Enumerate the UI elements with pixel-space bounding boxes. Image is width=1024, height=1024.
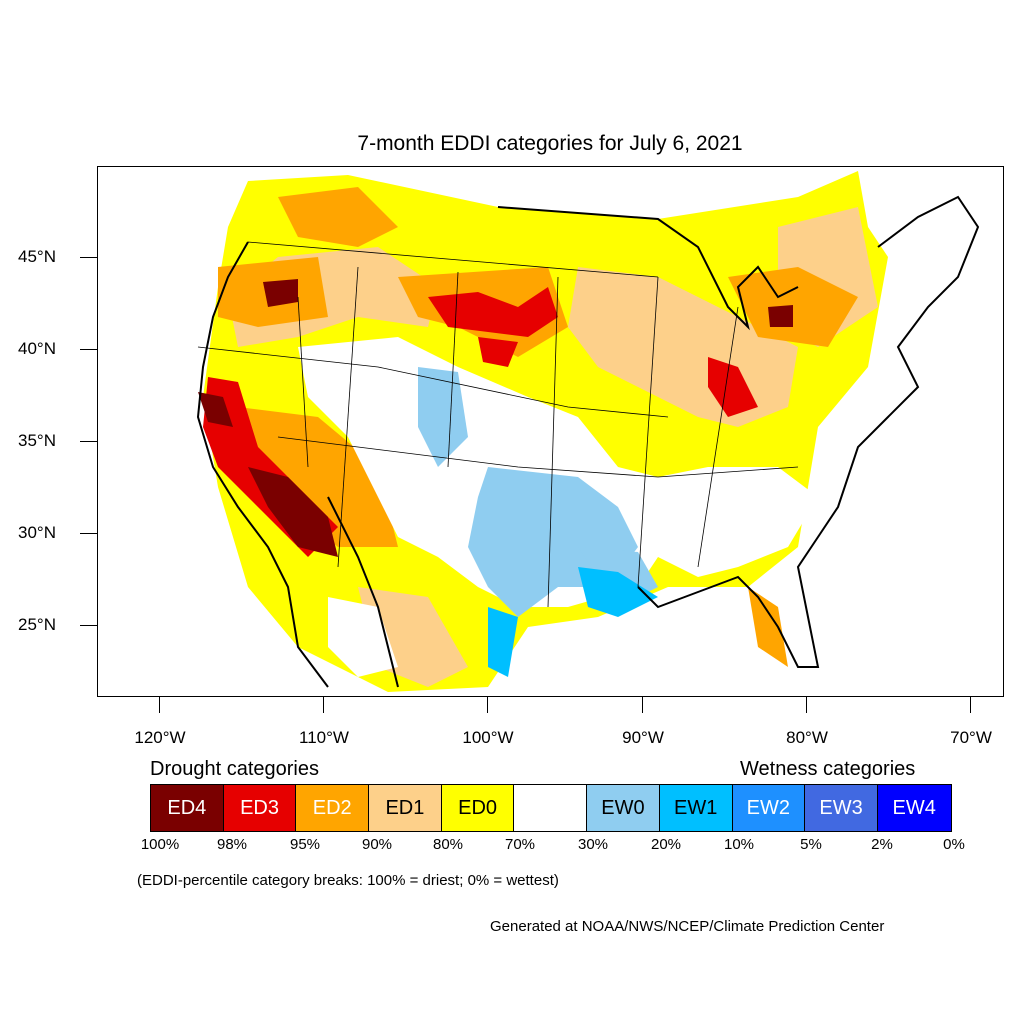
lat-label-45: 45°N <box>18 247 56 266</box>
lon-label-100: 100°W <box>462 728 514 747</box>
drought-categories-title: Drought categories <box>150 758 319 780</box>
lon-label-120: 120°W <box>134 728 186 747</box>
lon-tick <box>642 697 643 713</box>
lon-tick <box>323 697 324 713</box>
credit-line: Generated at NOAA/NWS/NCEP/Climate Predi… <box>490 918 885 935</box>
eddi-map <box>97 166 1004 697</box>
legend-colorbar: ED4 ED3 ED2 ED1 ED0 EW0 EW1 EW2 EW3 EW4 <box>150 784 952 832</box>
legend-cell-ew0: EW0 <box>587 785 660 831</box>
legend-cell-ew4: EW4 <box>877 785 951 831</box>
region-ed3 <box>428 287 558 337</box>
legend-cell-ed0: ED0 <box>441 785 515 831</box>
break-label: 95% <box>289 836 321 853</box>
lat-tick <box>80 257 97 258</box>
legend-cell-ew2: EW2 <box>732 785 806 831</box>
lat-label-35: 35°N <box>18 431 56 450</box>
region-ed4 <box>263 279 298 307</box>
break-label: 2% <box>871 836 893 853</box>
lat-tick <box>80 441 97 442</box>
lat-label-30: 30°N <box>18 523 56 542</box>
lon-tick <box>806 697 807 713</box>
break-label: 70% <box>504 836 536 853</box>
lon-label-110: 110°W <box>299 728 349 747</box>
break-label: 30% <box>577 836 609 853</box>
lat-tick <box>80 533 97 534</box>
coastline <box>196 195 980 688</box>
lat-label-40: 40°N <box>18 339 56 358</box>
legend-cell-ed2: ED2 <box>296 785 370 831</box>
break-label: 90% <box>361 836 393 853</box>
lat-tick <box>80 625 97 626</box>
region-ew1 <box>488 607 518 677</box>
lon-tick <box>487 697 488 713</box>
category-breaks-note: (EDDI-percentile category breaks: 100% =… <box>137 872 559 889</box>
break-label: 98% <box>216 836 248 853</box>
break-label: 80% <box>432 836 464 853</box>
region-ed4 <box>198 392 233 427</box>
region-ed2 <box>278 187 398 247</box>
map-canvas <box>196 171 980 692</box>
legend-cell-ed4: ED4 <box>151 785 224 831</box>
region-ew0 <box>418 367 468 467</box>
region-ed4 <box>768 305 793 327</box>
break-label: 0% <box>943 836 965 853</box>
region-ed3 <box>708 357 758 417</box>
lon-tick <box>159 697 160 713</box>
wetness-categories-title: Wetness categories <box>740 758 916 780</box>
break-label: 10% <box>723 836 755 853</box>
legend-cell-normal <box>514 785 588 831</box>
legend-cell-ed3: ED3 <box>223 785 297 831</box>
region-ed4 <box>248 467 338 557</box>
break-label: 100% <box>140 836 180 853</box>
map-title: 7-month EDDI categories for July 6, 2021 <box>357 132 743 155</box>
region-ed2 <box>748 587 788 667</box>
region-ed2 <box>238 407 398 547</box>
lon-label-70: 70°W <box>950 728 992 747</box>
lon-label-90: 90°W <box>622 728 664 747</box>
lat-label-25: 25°N <box>18 615 56 634</box>
legend-cell-ew1: EW1 <box>659 785 733 831</box>
break-label: 20% <box>650 836 682 853</box>
region-ew1 <box>578 567 658 617</box>
legend-cell-ed1: ED1 <box>369 785 442 831</box>
break-label: 5% <box>800 836 822 853</box>
lon-tick <box>970 697 971 713</box>
lat-tick <box>80 349 97 350</box>
state-boundaries <box>197 241 799 608</box>
region-ed3 <box>478 337 518 367</box>
lon-label-80: 80°W <box>786 728 828 747</box>
legend-cell-ew3: EW3 <box>805 785 878 831</box>
